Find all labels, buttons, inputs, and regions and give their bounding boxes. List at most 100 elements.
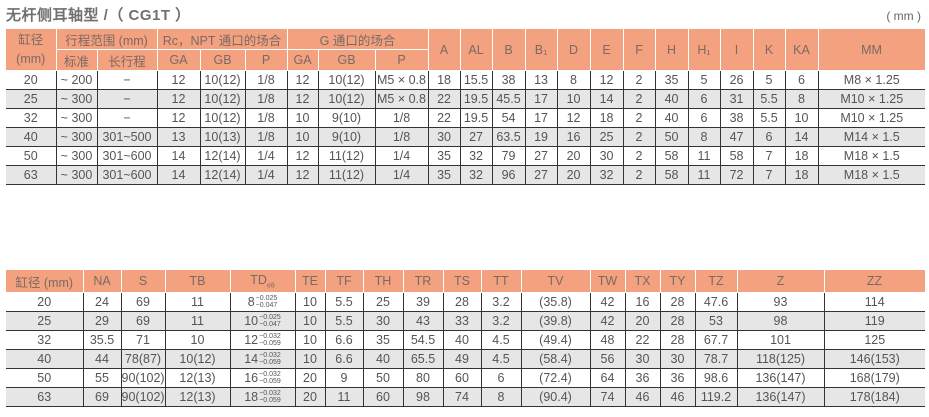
table-cell: 7 [752, 165, 786, 185]
unit-label: ( mm ) [886, 9, 921, 23]
table-cell: 12 [156, 108, 200, 128]
table-cell: 38 [491, 70, 526, 90]
table-cell: 36 [659, 368, 695, 388]
table-cell: 69 [120, 311, 165, 331]
table-cell: (49.4) [520, 330, 590, 350]
table-cell: 35.5 [82, 330, 121, 350]
column-header-label: 行程范围 (mm) [65, 33, 148, 48]
column-subheader: GB [200, 49, 246, 71]
table-cell: 30 [624, 349, 660, 369]
table-cell: 14 [784, 127, 819, 147]
table-cell: 9(10) [317, 127, 375, 147]
table-cell: 45.5 [491, 89, 526, 109]
table-cell: 301~600 [96, 165, 157, 185]
table-cell: 1/8 [374, 108, 429, 128]
table-cell: 301~500 [96, 127, 157, 147]
column-subheader: 标准 [56, 49, 98, 71]
table-cell: 25 [6, 311, 83, 331]
table-cell: 12(14) [199, 146, 245, 166]
table-cell: 46 [659, 387, 695, 407]
column-header-label: D [569, 42, 579, 57]
table-cell: 96 [491, 165, 526, 185]
table-cell: 114 [823, 292, 925, 312]
table-cell: 74 [442, 387, 481, 407]
table-cell: 58 [654, 165, 689, 185]
table-cell: 20 [624, 311, 660, 331]
table-cell: 28 [659, 330, 695, 350]
column-subheader: P [245, 49, 288, 71]
tolerance-cell: 14 −0.032 −0.059 [229, 349, 295, 369]
table-cell: 2 [622, 127, 656, 147]
table-cell: (72.4) [520, 368, 590, 388]
column-header-label: E [602, 42, 611, 57]
tolerance-base: 18 [244, 389, 259, 404]
table-cell: 49 [442, 349, 481, 369]
table-cell: 19.5 [459, 108, 493, 128]
column-header: K [753, 29, 786, 71]
table-cell: 10(12) [317, 89, 375, 109]
table-cell: 63 [6, 387, 83, 407]
table-cell: 33 [442, 311, 481, 331]
table-cell: 30 [362, 311, 403, 331]
table-cell: 1/4 [374, 146, 429, 166]
column-header: Z [737, 270, 825, 293]
column-header: TB [165, 270, 231, 293]
table-cell: 60 [362, 387, 403, 407]
table-cell: 35 [362, 330, 403, 350]
column-header: TV [521, 270, 591, 293]
table-cell: 58 [719, 146, 754, 166]
column-header: B₁ [525, 29, 558, 71]
table-cell: 40 [362, 349, 403, 369]
table-cell: 13 [156, 127, 200, 147]
column-header: 缸径 (mm) [6, 270, 84, 293]
table-cell: (90.4) [520, 387, 590, 407]
tolerance-lower: −0.059 [259, 340, 281, 348]
table-cell: 27 [524, 165, 558, 185]
table-cell: 18 [784, 146, 819, 166]
table-cell: 27 [459, 127, 493, 147]
table-cell: 10(12) [317, 70, 375, 90]
table-cell: 10 [286, 127, 318, 147]
column-header-label: TX [634, 274, 651, 288]
table-cell: 17 [524, 89, 558, 109]
table-cell: 30 [589, 146, 624, 166]
table-cell: 32 [6, 108, 56, 128]
table-cell: 7 [752, 146, 786, 166]
table-cell: 2 [622, 108, 656, 128]
table-cell: 63.5 [491, 127, 526, 147]
column-header-label: H [667, 42, 677, 57]
table-cell: 25 [362, 292, 403, 312]
table-cell: 118(125) [736, 349, 824, 369]
table-cell: ~ 300 [55, 127, 97, 147]
table-cell: 25 [6, 89, 56, 109]
table-cell: 22 [427, 89, 461, 109]
column-subheader: GA [287, 49, 319, 71]
column-header-label: S [138, 274, 148, 288]
table-cell: 69 [120, 292, 165, 312]
table-cell: ~ 300 [55, 89, 97, 109]
table-row: 20 ~ 200−12 10(12) 1/8 12 10(12) M5 × 0.8 18 15.… [6, 70, 926, 90]
table-cell: 39 [402, 292, 443, 312]
table-cell: (39.8) [520, 311, 590, 331]
column-header: TDe8 [230, 270, 296, 293]
table-cell: 14 [589, 89, 624, 109]
column-header-label: KA [793, 42, 810, 57]
table-cell: 20 [556, 165, 591, 185]
table-cell: 14 [156, 165, 200, 185]
table-row: 63 69 90(102) 12(13) 18 −0.032 −0.059 20 11 60 98 7… [6, 387, 925, 407]
table-cell: 5.5 [752, 108, 786, 128]
page-title: 无杆侧耳轴型 /（ CG1T ） [6, 7, 191, 24]
table-cell: 48 [589, 330, 625, 350]
table-cell: 10 [294, 311, 325, 331]
table-row: 25 29 69 11 10 −0.025 −0.047 10 5.5 30 43 33 3.2 (39.… [6, 311, 925, 331]
table-cell: 42 [589, 311, 625, 331]
table-cell: 98 [402, 387, 443, 407]
table-cell: 72 [719, 165, 754, 185]
table-row: 63 ~ 300 301~600 14 12(14) 1/4 12 11(12) 1/4 35 32… [6, 165, 926, 185]
table-cell: 38 [719, 108, 754, 128]
table-cell: 54.5 [402, 330, 443, 350]
table-cell: ~ 300 [55, 146, 97, 166]
table-cell: 90(102) [120, 387, 165, 407]
table-cell: 30 [659, 349, 695, 369]
column-header-label: TS [454, 274, 470, 288]
